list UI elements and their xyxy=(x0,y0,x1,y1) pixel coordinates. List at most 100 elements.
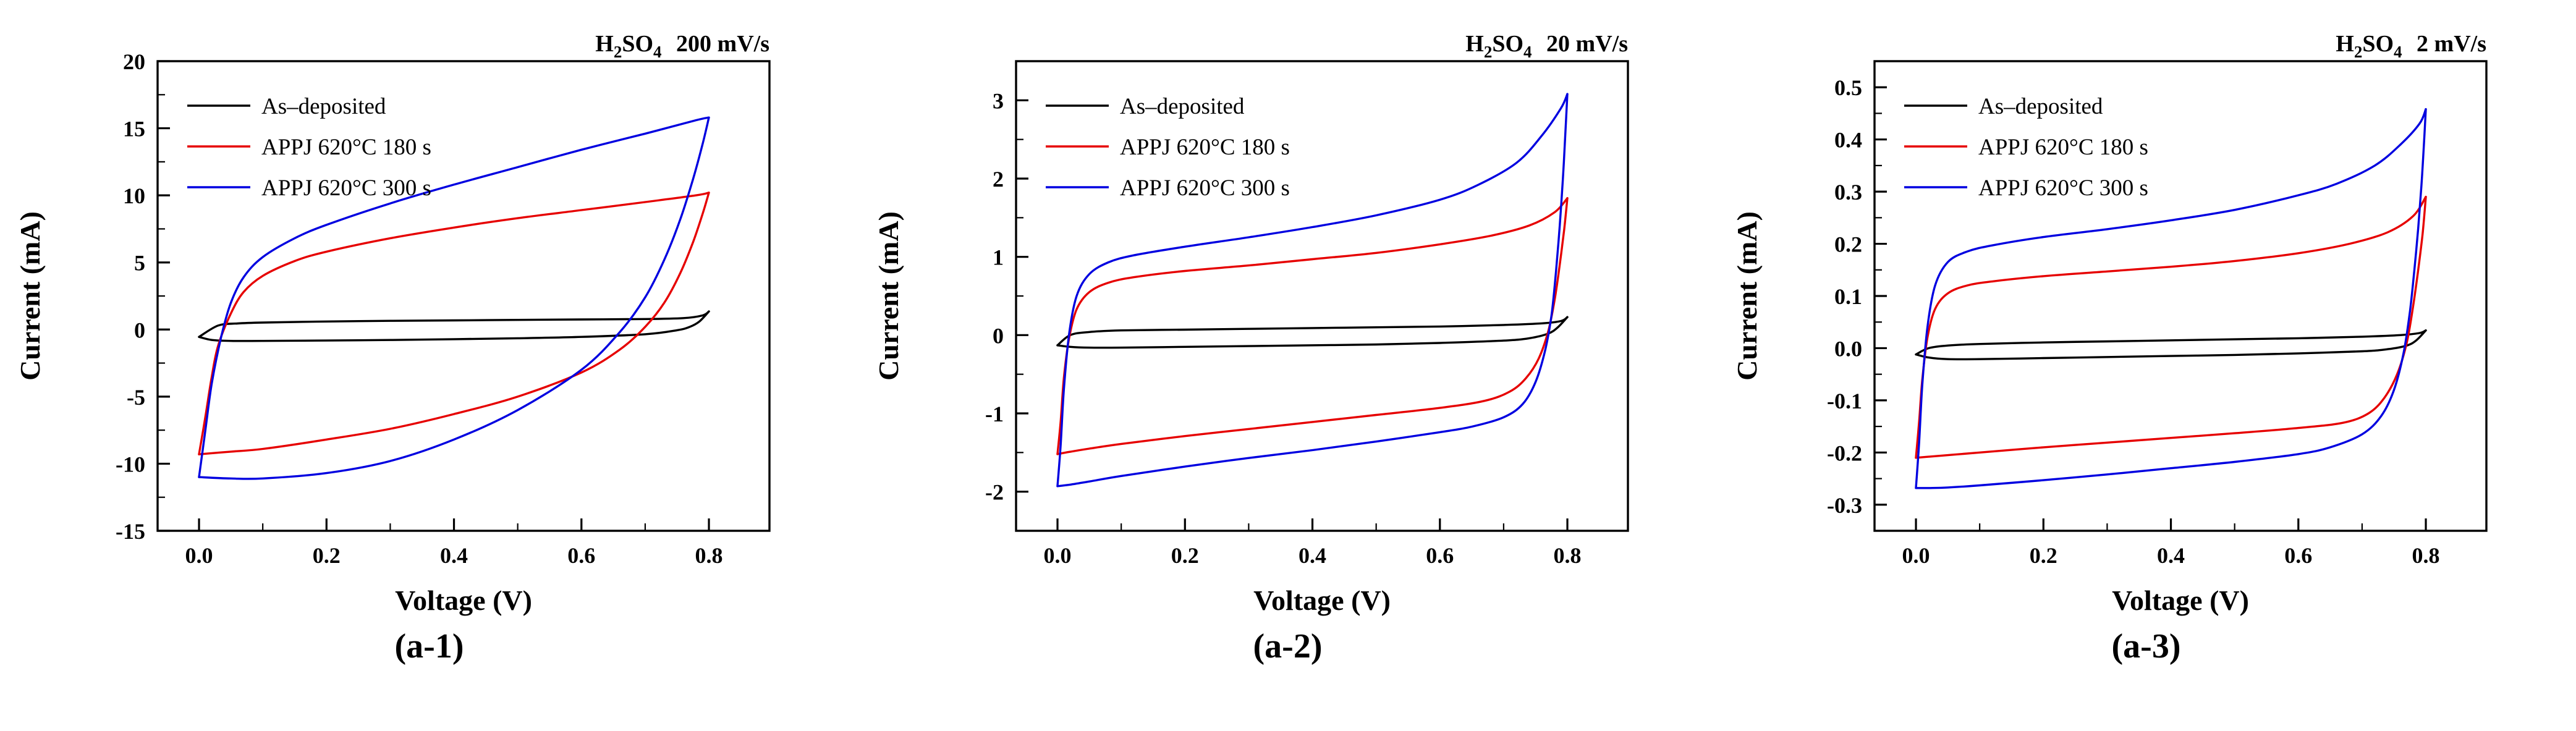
y-tick-label: 1 xyxy=(993,245,1004,270)
y-tick-label: -0.2 xyxy=(1827,441,1862,465)
y-axis-label: Current (mA) xyxy=(873,211,904,381)
legend-label-appj-620-c-300-s: APPJ 620°C 300 s xyxy=(1120,175,1290,201)
series-as-deposited-anodic xyxy=(198,310,710,338)
x-tick-label: 0.0 xyxy=(1902,543,1930,568)
series-appj-620-c-300-s-cathodic xyxy=(1915,108,2427,489)
y-tick-label: -0.1 xyxy=(1827,389,1862,413)
y-tick-label: 0 xyxy=(993,323,1004,348)
y-tick-label: 0 xyxy=(134,318,145,342)
axis-labels: Voltage (V) Current (mA) xyxy=(873,211,1391,616)
figure-cv-panels: 0.0 0.2 0.4 0.6 0.8 -15 -10 -5 0 5 10 15 20 Voltage (… xyxy=(14,0,2575,666)
series-appj-620-c-300-s-cathodic xyxy=(198,116,710,480)
legend-label-appj-620-c-180-s: APPJ 620°C 180 s xyxy=(1978,135,2148,160)
curves xyxy=(1056,93,1569,488)
major-ticks xyxy=(158,60,710,532)
legend-label-appj-620-c-300-s: APPJ 620°C 300 s xyxy=(261,175,431,201)
tick-labels: 0.0 0.2 0.4 0.6 0.8 -0.3 -0.2 -0.1 0.0 0.1 0.2 0.3 0… xyxy=(1827,75,2440,568)
minor-ticks xyxy=(1016,138,1505,531)
x-tick-label: 0.6 xyxy=(1426,543,1454,568)
panel-caption-a-3: (a-3) xyxy=(2111,627,2181,666)
y-tick-label: 5 xyxy=(134,251,145,276)
legend-label-as-deposited: As–deposited xyxy=(261,94,386,119)
minor-ticks xyxy=(1875,112,2363,531)
x-tick-label: 0.2 xyxy=(2030,543,2057,568)
x-tick-label: 0.2 xyxy=(313,543,341,568)
legend-label-appj-620-c-180-s: APPJ 620°C 180 s xyxy=(261,135,431,160)
cv-chart-20mvs: 0.0 0.2 0.4 0.6 0.8 -2 -1 0 1 2 3 Voltage (V) Curren… xyxy=(873,31,1629,616)
y-tick-label: 0.3 xyxy=(1834,180,1862,205)
axes-frame xyxy=(156,60,771,532)
curves xyxy=(1915,108,2427,489)
x-tick-label: 0.0 xyxy=(185,543,213,568)
axes-frame xyxy=(1015,60,1629,532)
y-tick-label: 0.1 xyxy=(1834,284,1862,309)
chart-title: H2SO4 200 mV/s xyxy=(595,31,769,61)
y-tick-label: -1 xyxy=(985,402,1004,426)
legend-label-appj-620-c-180-s: APPJ 620°C 180 s xyxy=(1120,135,1290,160)
series-appj-620-c-300-s-anodic xyxy=(1915,108,2427,489)
y-tick-label: 0.2 xyxy=(1834,232,1862,257)
legend-label-appj-620-c-300-s: APPJ 620°C 300 s xyxy=(1978,175,2148,201)
y-tick-label: 3 xyxy=(993,88,1004,113)
y-tick-label: -0.3 xyxy=(1827,493,1862,518)
x-tick-label: 0.8 xyxy=(2412,543,2440,568)
x-tick-label: 0.6 xyxy=(2284,543,2312,568)
series-appj-620-c-300-s-anodic xyxy=(198,116,710,478)
y-tick-label: 0.0 xyxy=(1834,336,1862,361)
x-axis-label: Voltage (V) xyxy=(2112,585,2249,616)
series-appj-620-c-180-s-cathodic xyxy=(1056,197,1569,455)
x-axis-label: Voltage (V) xyxy=(395,585,532,616)
panel-caption-a-2: (a-2) xyxy=(1253,627,1323,666)
y-axis-label: Current (mA) xyxy=(1731,211,1763,381)
x-tick-label: 0.4 xyxy=(1299,543,1326,568)
y-tick-label: -2 xyxy=(985,480,1004,505)
legend-label-as-deposited: As–deposited xyxy=(1120,94,1245,119)
series-appj-620-c-300-s-cathodic xyxy=(1056,93,1569,488)
legend: As–deposited APPJ 620°C 180 s APPJ 620°C 3… xyxy=(187,94,431,201)
y-tick-label: 2 xyxy=(993,167,1004,192)
tick-labels: 0.0 0.2 0.4 0.6 0.8 -2 -1 0 1 2 3 xyxy=(985,88,1582,568)
y-tick-label: 10 xyxy=(123,184,145,208)
series-appj-620-c-180-s-anodic xyxy=(1915,195,2427,459)
axis-labels: Voltage (V) Current (mA) xyxy=(1731,211,2249,616)
x-tick-label: 0.0 xyxy=(1044,543,1072,568)
x-tick-label: 0.8 xyxy=(1554,543,1582,568)
chart-title: H2SO4 20 mV/s xyxy=(1465,31,1628,61)
y-tick-label: 20 xyxy=(123,49,145,74)
axes-frame xyxy=(1873,60,2488,532)
panel-a-3: 0.0 0.2 0.4 0.6 0.8 -0.3 -0.2 -0.1 0.0 0.1 0.2 0.3 0… xyxy=(1717,0,2575,666)
x-tick-label: 0.4 xyxy=(440,543,468,568)
y-tick-label: 15 xyxy=(123,117,145,142)
y-tick-label: -15 xyxy=(116,519,145,544)
tick-labels: 0.0 0.2 0.4 0.6 0.8 -15 -10 -5 0 5 10 15 20 xyxy=(116,49,723,568)
y-tick-label: -5 xyxy=(127,385,145,410)
y-tick-label: 0.4 xyxy=(1834,128,1862,153)
major-ticks xyxy=(1875,86,2427,531)
cv-chart-2mvs: 0.0 0.2 0.4 0.6 0.8 -0.3 -0.2 -0.1 0.0 0.1 0.2 0.3 0… xyxy=(1731,31,2488,616)
series-appj-620-c-300-s-anodic xyxy=(1056,93,1569,488)
series-appj-620-c-180-s-cathodic xyxy=(1915,195,2427,459)
curves xyxy=(198,116,710,480)
series-as-deposited-anodic xyxy=(1915,329,2427,356)
panel-caption-a-1: (a-1) xyxy=(394,627,464,666)
legend: As–deposited APPJ 620°C 180 s APPJ 620°C 3… xyxy=(1904,94,2148,201)
x-tick-label: 0.8 xyxy=(695,543,723,568)
x-tick-label: 0.6 xyxy=(567,543,595,568)
series-appj-620-c-180-s-anodic xyxy=(198,192,710,455)
y-tick-label: 0.5 xyxy=(1834,75,1862,100)
series-as-deposited-cathodic xyxy=(198,310,710,342)
panel-a-2: 0.0 0.2 0.4 0.6 0.8 -2 -1 0 1 2 3 Voltage (V) Curren… xyxy=(858,0,1717,666)
y-tick-label: -10 xyxy=(116,452,145,476)
cv-chart-200mvs: 0.0 0.2 0.4 0.6 0.8 -15 -10 -5 0 5 10 15 20 Voltage (… xyxy=(14,31,771,616)
chart-title: H2SO4 2 mV/s xyxy=(2336,31,2486,61)
series-appj-620-c-180-s-cathodic xyxy=(198,192,710,455)
legend-label-as-deposited: As–deposited xyxy=(1978,94,2103,119)
y-axis-label: Current (mA) xyxy=(14,211,46,381)
series-as-deposited-anodic xyxy=(1056,316,1569,347)
x-tick-label: 0.2 xyxy=(1171,543,1199,568)
axis-labels: Voltage (V) Current (mA) xyxy=(14,211,532,616)
minor-ticks xyxy=(158,94,646,531)
series-as-deposited-cathodic xyxy=(1915,329,2427,361)
x-tick-label: 0.4 xyxy=(2157,543,2185,568)
legend: As–deposited APPJ 620°C 180 s APPJ 620°C 3… xyxy=(1046,94,1290,201)
